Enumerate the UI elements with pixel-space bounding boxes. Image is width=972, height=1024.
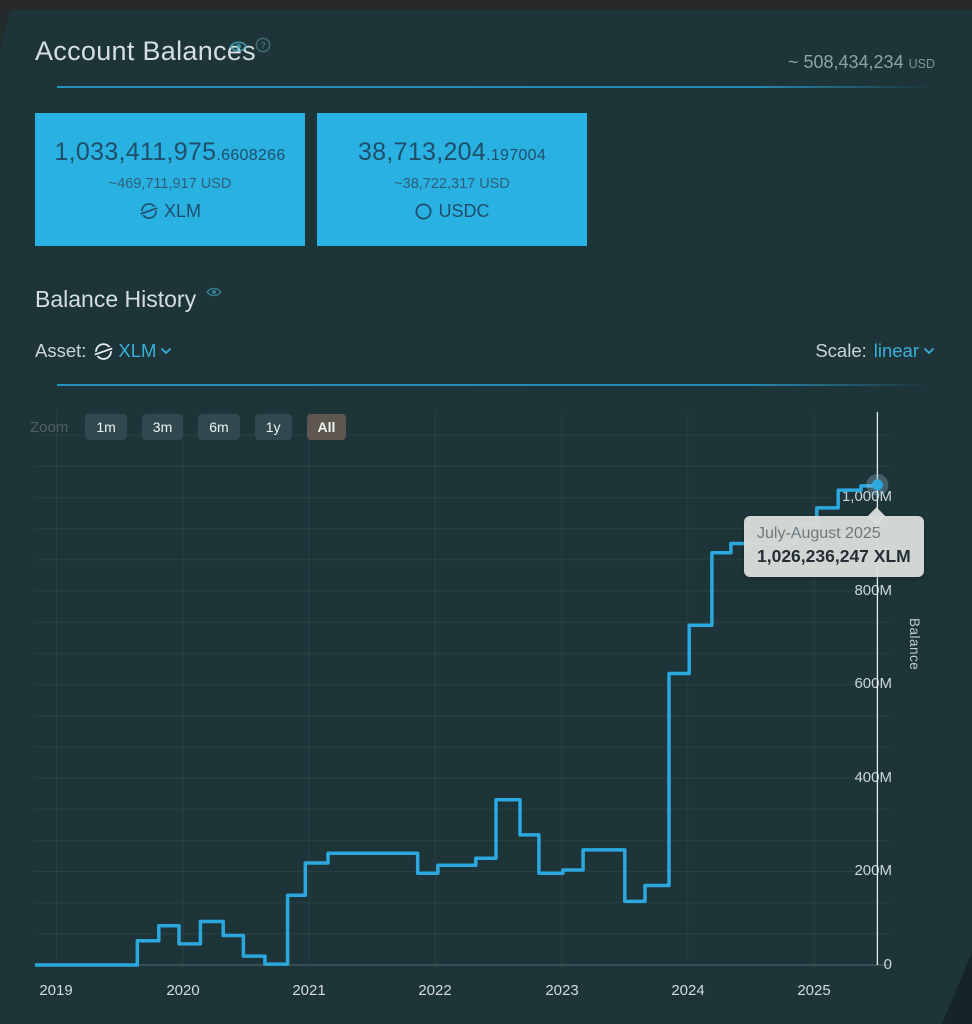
stellar-logo-icon-small (93, 341, 114, 362)
usdc-amount-integer: 38,713,204 (357, 137, 487, 166)
panel-corner-bottom-right (942, 952, 972, 1024)
usdc-asset-code: USDC (438, 200, 490, 221)
xlm-balance-amount: 1,033,411,975.6608266 (54, 138, 285, 167)
scale-dropdown[interactable]: linear (874, 340, 935, 362)
page-title: Account Balances (35, 36, 256, 66)
usdc-usd-estimate: ~38,722,317 USD (394, 175, 510, 192)
x-axis-tick-label: 2019 (39, 982, 73, 999)
chart-plot[interactable] (0, 390, 972, 1024)
help-icon[interactable]: ? (255, 37, 271, 53)
y-axis-tick-label: 400M (854, 769, 892, 786)
scale-label: Scale: (815, 340, 867, 361)
header-divider (57, 86, 935, 88)
total-usd-amount: ~ 508,434,234 (787, 52, 904, 72)
x-axis-tick-label: 2021 (292, 982, 326, 999)
asset-label: Asset: (35, 340, 87, 361)
x-axis-tick-label: 2022 (418, 982, 452, 999)
page-top-strip (0, 0, 972, 10)
asset-selected-value: XLM (118, 340, 157, 361)
balance-card-xlm: 1,033,411,975.6608266 ~469,711,917 USD X… (35, 113, 305, 246)
scale-selector-row: Scale: linear (815, 340, 935, 362)
tooltip-period: July-August 2025 (757, 525, 881, 542)
y-axis-tick-label: 800M (854, 582, 892, 599)
asset-selector-row: Asset: XLM (35, 340, 172, 362)
y-axis-tick-label: 0 (883, 956, 892, 973)
usdc-asset-label: USDC (414, 200, 490, 222)
xlm-asset-code: XLM (163, 200, 201, 221)
svg-text:?: ? (260, 41, 266, 51)
balance-card-usdc: 38,713,204.197004 ~38,722,317 USD USDC (317, 113, 587, 246)
total-usd-value: ~ 508,434,234 USD (788, 52, 935, 73)
section-title-balance-history: Balance History (35, 286, 197, 312)
xlm-amount-integer: 1,033,411,975 (54, 137, 217, 166)
x-axis-tick-label: 2025 (797, 982, 831, 999)
x-axis-tick-label: 2020 (166, 982, 200, 999)
tooltip-value: 1,026,236,247 XLM (757, 546, 911, 566)
y-axis-tick-label: 600M (854, 675, 892, 692)
balance-history-chart: Zoom 1m 3m 6m 1y All Balance July-August… (0, 390, 972, 1024)
usdc-amount-fraction: .197004 (486, 146, 547, 164)
zoom-button-3m[interactable]: 3m (141, 414, 184, 440)
usdc-balance-amount: 38,713,204.197004 (358, 138, 546, 167)
panel-corner-top-left (0, 10, 10, 48)
visibility-eye-icon[interactable] (229, 37, 248, 56)
asset-dropdown[interactable]: XLM (93, 340, 172, 362)
zoom-button-1m[interactable]: 1m (85, 414, 127, 440)
total-usd-currency: USD (908, 57, 935, 71)
y-axis-tick-label: 200M (854, 862, 892, 879)
history-visibility-eye-icon[interactable] (206, 284, 222, 300)
chevron-down-icon (923, 347, 935, 355)
zoom-button-6m[interactable]: 6m (198, 414, 240, 440)
xlm-usd-estimate: ~469,711,917 USD (108, 175, 232, 192)
scale-selected-value: linear (873, 340, 919, 361)
y-axis-title: Balance (907, 618, 922, 671)
y-axis-tick-label: 1,000M (841, 488, 892, 505)
zoom-button-1y[interactable]: 1y (254, 414, 292, 440)
chart-zoom-controls: Zoom 1m 3m 6m 1y All (30, 414, 347, 440)
zoom-button-all[interactable]: All (306, 414, 347, 440)
chevron-down-icon (160, 347, 172, 355)
x-axis-tick-label: 2023 (545, 982, 579, 999)
usdc-coin-icon (414, 202, 433, 221)
marker-point[interactable] (871, 479, 883, 491)
history-divider (57, 384, 930, 386)
xlm-asset-label: XLM (139, 201, 201, 222)
xlm-amount-fraction: .6608266 (216, 146, 286, 164)
stellar-logo-icon (139, 201, 159, 221)
zoom-label: Zoom (30, 418, 69, 436)
chart-tooltip: July-August 2025 1,026,236,247 XLM (744, 516, 924, 577)
x-axis-tick-label: 2024 (671, 982, 705, 999)
